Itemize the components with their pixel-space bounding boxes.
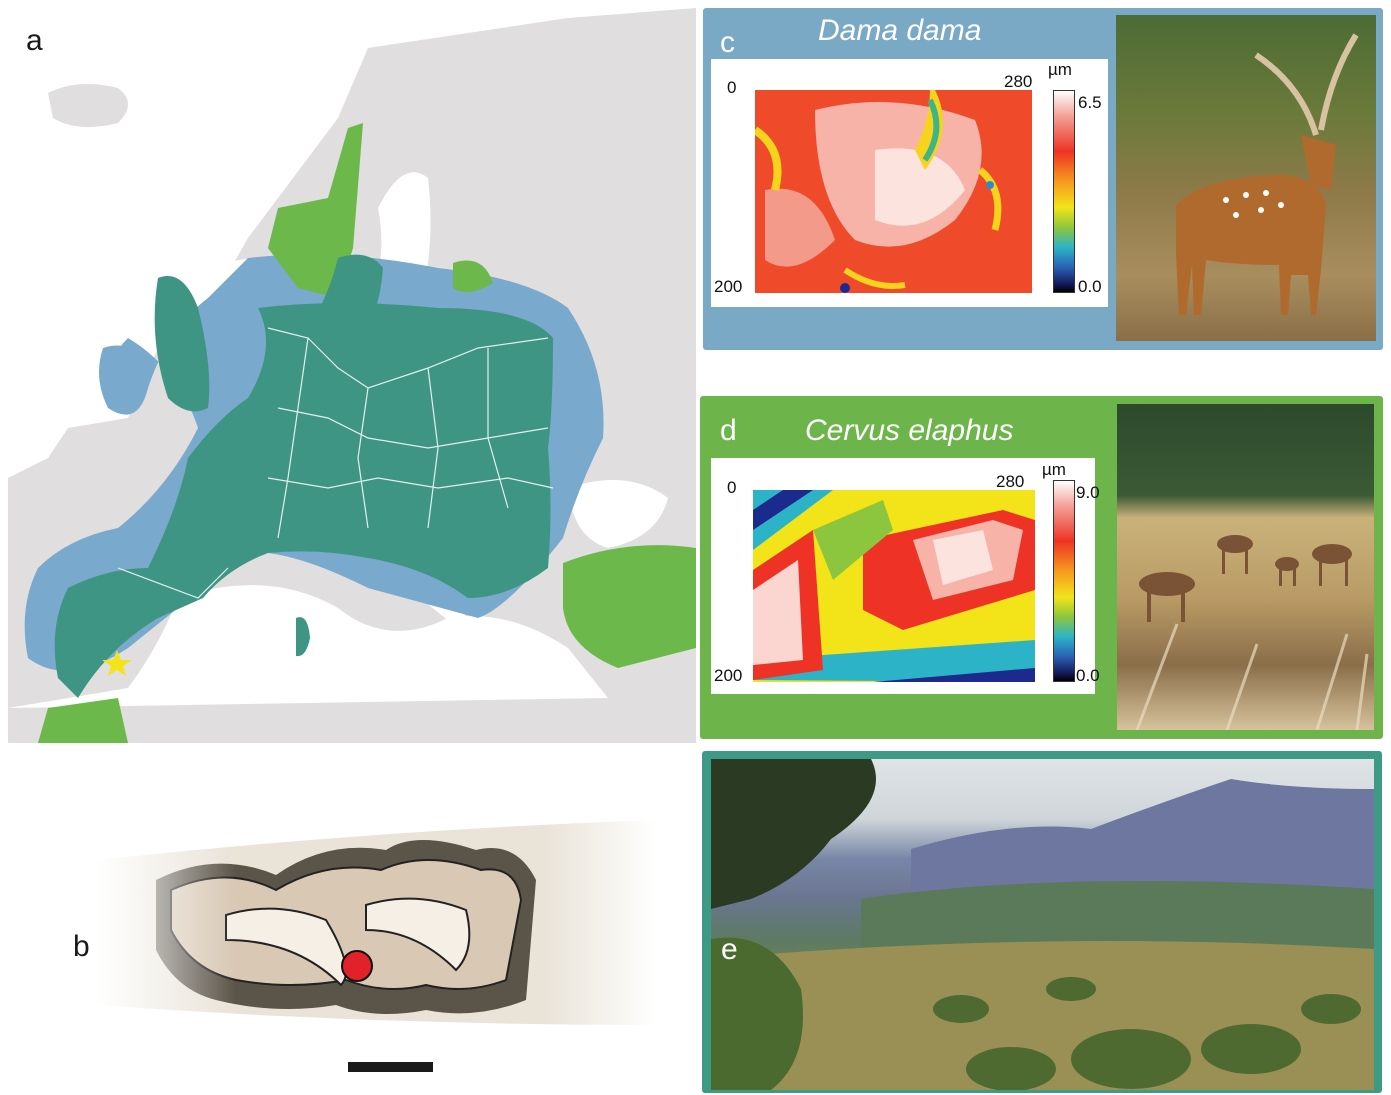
panel-d-cbar-max: 9.0 <box>1076 483 1100 502</box>
tooth-svg <box>96 820 656 1040</box>
panel-d-species-label: Cervus elaphus <box>805 414 1014 447</box>
panel-d-cbar-min: 0.0 <box>1076 666 1100 685</box>
range-both-sardinia <box>296 617 310 657</box>
landscape-svg <box>711 759 1374 1090</box>
panel-c-cbar-max: 6.5 <box>1078 93 1102 112</box>
range-red-deer-africa <box>38 698 128 743</box>
panel-d-x-right: 280 <box>996 472 1025 491</box>
study-site-star <box>102 650 132 676</box>
iceland <box>48 84 128 127</box>
panel-c-unit: µm <box>1048 60 1072 79</box>
mediterranean-sea <box>8 585 608 708</box>
panel-d-x-left: 0 <box>727 478 737 497</box>
country-borders <box>117 327 554 599</box>
panel-d-red-deer-photo <box>1117 404 1374 730</box>
panel-b-letter: b <box>73 930 90 963</box>
panel-d-colorbar <box>1053 480 1075 682</box>
panel-c-x-left: 0 <box>727 78 737 97</box>
panel-d-letter: d <box>720 414 737 447</box>
range-red-deer-turkey <box>563 545 696 668</box>
scale-bar <box>348 1062 433 1072</box>
range-both-britain <box>154 276 210 412</box>
black-sea <box>568 480 668 548</box>
panel-d-surface-svg <box>753 490 1035 682</box>
panel-c-x-right: 280 <box>1004 72 1033 91</box>
panel-d-surface-map <box>753 490 1035 682</box>
panel-c-species-label: Dama dama <box>818 14 982 47</box>
panel-d-unit: µm <box>1042 460 1066 479</box>
foreground-tree <box>711 759 876 909</box>
sample-point-marker <box>341 950 373 982</box>
fallow-deer-icon <box>1176 33 1359 315</box>
europe-map-svg <box>8 8 696 743</box>
panel-e-letter: e <box>721 933 738 966</box>
hills <box>861 881 1374 959</box>
panel-d-y-bottom: 200 <box>714 666 743 685</box>
panel-c-surface-map <box>752 90 1032 293</box>
range-map <box>8 8 696 743</box>
panel-e-landscape-photo <box>711 759 1374 1090</box>
range-both-species <box>54 254 554 698</box>
range-red-deer-scandinavia <box>268 123 363 298</box>
range-red-deer-baltic <box>453 260 493 292</box>
panel-c-colorbar <box>1053 90 1075 293</box>
panel-c-surface-svg <box>752 90 1032 293</box>
mountain-range <box>911 779 1374 909</box>
panel-c-cbar-min: 0.0 <box>1078 277 1102 296</box>
tooth-illustration <box>96 820 656 1040</box>
panel-c-y-bottom: 200 <box>714 277 743 296</box>
panel-c-letter: c <box>720 26 735 59</box>
red-deer-group-icon <box>1135 535 1369 730</box>
range-both-ireland <box>99 345 148 408</box>
panel-a-letter: a <box>26 24 43 57</box>
panel-c-fallow-deer-photo <box>1116 15 1376 341</box>
